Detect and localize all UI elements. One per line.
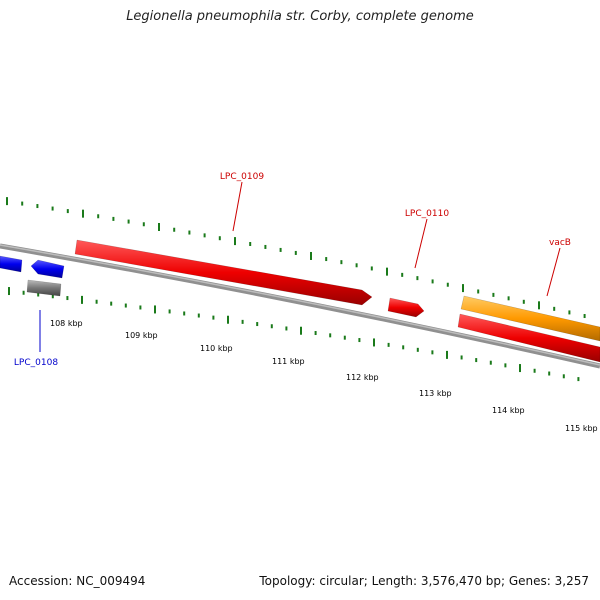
gene-arrow-lpc-0108[interactable] — [30, 259, 65, 279]
genome-backbone — [0, 243, 600, 369]
gene-features[interactable] — [0, 239, 600, 363]
scale-label: 115 kbp — [565, 424, 598, 433]
scale-label: 112 kbp — [346, 373, 379, 382]
scale-labels: 108 kbp 109 kbp 110 kbp 111 kbp 112 kbp 113 k… — [50, 319, 598, 433]
gene-box-lpc-0108[interactable] — [26, 279, 62, 297]
map-title: Legionella pneumophila str. Corby, compl… — [126, 9, 474, 24]
scale-label: 113 kbp — [419, 389, 452, 398]
scale-label: 110 kbp — [200, 344, 233, 353]
gene-label-lpc-0110[interactable]: LPC_0110 — [405, 209, 449, 219]
gene-arrow-lpc-0109[interactable] — [74, 239, 373, 306]
label-leader-line — [546, 247, 561, 297]
label-leader-line — [414, 218, 428, 269]
gene-arrow-lpc-0107[interactable] — [0, 255, 23, 273]
gene-arrow-vacb[interactable] — [460, 295, 600, 342]
inner-tick-track — [8, 287, 580, 382]
scale-label: 114 kbp — [492, 406, 525, 415]
genome-summary-text: Topology: circular; Length: 3,576,470 bp… — [259, 574, 589, 588]
scale-label: 108 kbp — [50, 319, 83, 328]
scale-label: 111 kbp — [272, 357, 305, 366]
gene-label-vacb[interactable]: vacB — [549, 238, 571, 248]
accession-text: Accession: NC_009494 — [9, 574, 146, 588]
gene-arrow-lower-strand[interactable] — [457, 313, 600, 363]
gene-labels: LPC_0108 LPC_0109 LPC_0110 vacB — [14, 172, 571, 368]
gene-label-lpc-0108[interactable]: LPC_0108 — [14, 358, 58, 368]
gene-arrow-lpc-0110[interactable] — [387, 297, 425, 318]
label-leader-line — [232, 181, 243, 232]
scale-label: 109 kbp — [125, 331, 158, 340]
gene-label-lpc-0109[interactable]: LPC_0109 — [220, 172, 264, 182]
outer-tick-track — [6, 197, 586, 319]
